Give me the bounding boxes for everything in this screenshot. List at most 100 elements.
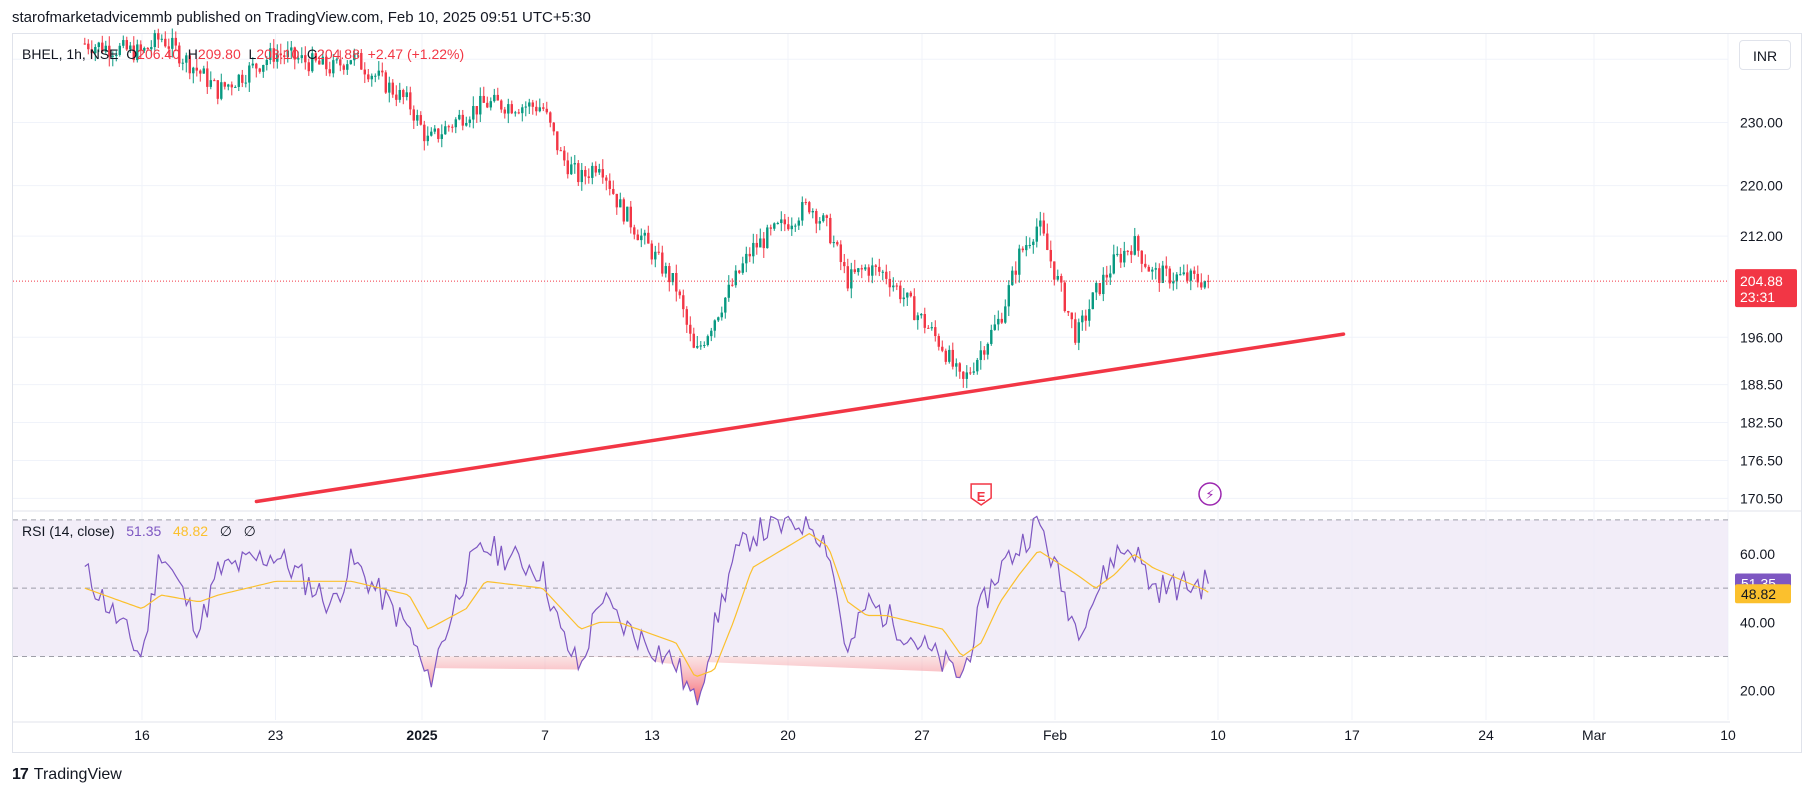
candle-body: [836, 242, 839, 245]
candle-body: [314, 53, 317, 61]
candle-body: [244, 82, 247, 84]
candle-body: [108, 45, 111, 57]
candle: [111, 51, 114, 67]
candle-body: [801, 202, 804, 221]
candle: [647, 225, 650, 244]
candle: [846, 258, 849, 292]
candle: [1144, 254, 1147, 269]
candle: [178, 42, 181, 67]
candle-body: [724, 297, 727, 313]
candle-body: [517, 112, 520, 114]
candle: [566, 152, 569, 179]
candle-body: [181, 62, 184, 64]
candle: [619, 192, 622, 208]
candle: [955, 358, 958, 377]
trendline[interactable]: [254, 332, 1346, 504]
candle: [1063, 280, 1066, 313]
candle: [181, 58, 184, 71]
candle-body: [671, 273, 674, 283]
candle: [573, 155, 576, 174]
candle: [979, 341, 982, 370]
candle: [1182, 264, 1185, 276]
x-tick-label: 27: [914, 727, 930, 743]
candle-body: [241, 74, 244, 83]
candle-body: [867, 267, 870, 276]
candle-body: [1144, 263, 1147, 267]
candle-body: [290, 47, 293, 51]
candle-body: [111, 55, 114, 57]
candle: [391, 79, 394, 98]
candle: [503, 106, 506, 119]
candle: [297, 51, 300, 64]
candle: [738, 269, 741, 275]
candle: [500, 99, 503, 113]
footer-brand[interactable]: 17 TradingView: [12, 766, 122, 784]
x-tick-label: 20: [780, 727, 796, 743]
candle-body: [759, 238, 762, 248]
publisher-line: starofmarketadvicemmb published on Tradi…: [12, 9, 591, 26]
candle-body: [860, 268, 863, 270]
candle-body: [248, 65, 251, 83]
candle-body: [171, 37, 174, 49]
candle-body: [706, 336, 709, 345]
candle-body: [1014, 270, 1017, 275]
candle-body: [437, 128, 440, 139]
candle-body: [958, 363, 961, 372]
candle-body: [587, 176, 590, 178]
candle-body: [283, 55, 286, 58]
candle-body: [377, 70, 380, 76]
candle-body: [213, 80, 216, 82]
candle: [839, 240, 842, 271]
candle-body: [1081, 315, 1084, 323]
candle: [209, 71, 212, 90]
candle: [94, 44, 97, 62]
candle: [125, 36, 128, 52]
candle-body: [122, 40, 125, 46]
rsi-title[interactable]: RSI (14, close): [22, 523, 115, 539]
candle-body: [1196, 273, 1199, 283]
legend-symbol[interactable]: BHEL, 1h, NSE: [22, 46, 119, 62]
candle-body: [930, 327, 933, 329]
candle-body: [717, 317, 720, 321]
candle-body: [983, 350, 986, 355]
candle: [377, 61, 380, 80]
candle-body: [272, 48, 275, 62]
candle-body: [710, 330, 713, 337]
x-tick-label: 17: [1344, 727, 1360, 743]
candle-body: [1151, 269, 1154, 272]
candle-body: [174, 37, 177, 46]
lightning-icon[interactable]: ⚡: [1198, 482, 1222, 506]
candle-body: [426, 135, 429, 142]
rsi-oversold-fill: [420, 656, 971, 706]
candle-body: [748, 253, 751, 257]
candle-body: [1203, 280, 1206, 288]
candle-body: [129, 45, 132, 50]
candle-body: [304, 55, 307, 63]
earnings-marker-shape: [970, 483, 992, 506]
candle: [958, 362, 961, 379]
candle: [108, 36, 111, 67]
candle: [1112, 244, 1115, 275]
candle-body: [143, 47, 146, 51]
candle: [1168, 266, 1171, 289]
candle: [486, 96, 489, 109]
currency-button[interactable]: INR: [1739, 40, 1791, 70]
candle-body: [734, 270, 737, 286]
candle: [136, 39, 139, 63]
earnings-icon[interactable]: E: [970, 483, 992, 506]
candle-body: [1112, 254, 1115, 274]
candle-body: [258, 68, 261, 72]
candle: [913, 288, 916, 321]
candle: [1165, 256, 1168, 277]
candle: [132, 36, 135, 63]
candle-body: [633, 227, 636, 235]
candle-body: [468, 119, 471, 123]
candle: [248, 62, 251, 92]
candle-body: [902, 297, 905, 300]
candle: [598, 163, 601, 175]
candle-body: [416, 115, 419, 121]
candle-body: [136, 44, 139, 61]
candle: [1123, 241, 1126, 268]
candle: [374, 73, 377, 83]
